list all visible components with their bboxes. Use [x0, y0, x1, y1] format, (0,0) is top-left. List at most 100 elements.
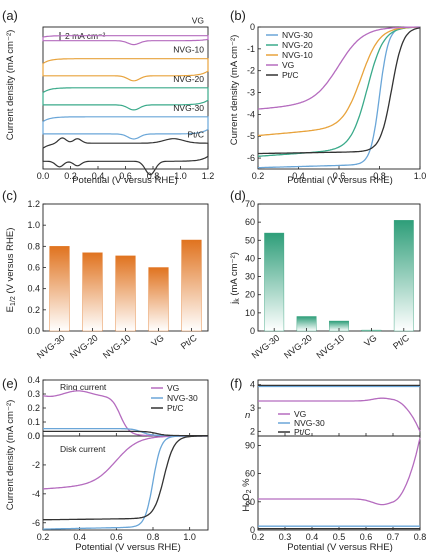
panel-e-xlabel: Potential (V versus RHE): [75, 542, 181, 553]
panel-d-category-label-1: NVG-20: [282, 333, 314, 361]
panel-a-series-label-1: NVG-10: [173, 45, 204, 55]
panel-c: (c) E1/2 (V versus RHE) 0.0 0.2 0.4 0.6 0.8 1…: [2, 188, 209, 361]
panel-c-bar-1: [82, 252, 103, 332]
panel-c-ytick-label-1: 0.2: [27, 305, 40, 315]
panel-b-xtick-label-4: 1.0: [414, 171, 427, 181]
panel-d-ytick-label-7: 70: [245, 199, 255, 209]
panel-a-xtick-label-3: 0.6: [119, 171, 132, 181]
panel-a: (a) Current density (mA cm⁻²) Potential …: [2, 8, 214, 186]
panel-e-ring-ytick-label-0: 0.0: [27, 431, 40, 441]
panel-e-disk-xtick-label-3: 0.8: [147, 532, 160, 542]
panel-e-ring-ytick-label-1: 0.1: [27, 417, 40, 427]
panel-a-xtick-label-2: 0.4: [92, 171, 105, 181]
panel-e-ylabel: Current density (mA cm⁻²): [5, 400, 16, 511]
panel-a-label: (a): [2, 8, 18, 23]
panel-b-ytick-label-3: -3: [247, 88, 255, 98]
panel-c-bar-3: [148, 267, 169, 332]
panel-d-ytick-label-6: 60: [245, 217, 255, 227]
panel-b-xtick-label-1: 0.4: [292, 171, 305, 181]
panel-c-category-label-3: VG: [149, 333, 165, 349]
panel-b-series-3: [257, 26, 420, 110]
panel-e-ring-label: Ring current: [60, 382, 107, 392]
panel-e-disk-xtick-label-2: 0.6: [110, 532, 123, 542]
panel-e-disk-xtick-label-1: 0.4: [73, 532, 86, 542]
panel-b-ytick-label-6: -6: [247, 153, 255, 163]
panel-b-ytick-label-0: 0: [250, 22, 255, 32]
panel-e-disk-series-2: [42, 435, 208, 521]
panel-a-series-3: [42, 116, 209, 140]
panel-e-disk-ytick-label-0: 0: [35, 431, 40, 441]
panel-a-ylabel: Current density (mA cm⁻²): [5, 30, 16, 141]
panel-d-ytick-label-3: 30: [245, 272, 255, 282]
panel-c-ytick-label-0: 0.0: [27, 326, 40, 336]
panel-e-disk-ytick-label-1: -2: [32, 460, 40, 470]
panel-f-h2o2-frame: [257, 435, 421, 531]
panel-b-legend-label-2: NVG-10: [282, 50, 313, 60]
panel-f-legend-label-2: Pt/C: [294, 427, 311, 437]
panel-c-category-label-4: Pt/C: [179, 332, 199, 351]
panel-e-disk-frame: [42, 435, 209, 531]
panel-c-category-label-1: NVG-20: [68, 333, 100, 361]
panel-d-ytick-label-1: 10: [245, 308, 255, 318]
panel-d-ytick-label-2: 20: [245, 290, 255, 300]
panel-e-label: (e): [2, 376, 18, 391]
panel-e-disk-label: Disk current: [60, 444, 106, 454]
panel-b-xtick-label-0: 0.2: [252, 171, 265, 181]
panel-b-legend-label-1: NVG-20: [282, 40, 313, 50]
panel-f-label: (f): [230, 376, 242, 391]
panel-a-xtick-label-4: 0.8: [147, 171, 160, 181]
panel-a-series-4: [42, 137, 209, 176]
panel-e-disk-xtick-label-0: 0.2: [37, 532, 50, 542]
panel-c-ytick-label-6: 1.2: [27, 199, 40, 209]
panel-f-h2o2-ytick-label-2: 60: [245, 469, 255, 479]
panel-c-category-label-2: NVG-10: [101, 333, 133, 361]
panel-d-category-label-0: NVG-30: [250, 333, 282, 361]
panel-f-h2o2-label: H2O2 %: [241, 478, 253, 512]
panel-a-series-label-3: NVG-30: [173, 103, 204, 113]
panel-d-ytick-label-5: 50: [245, 235, 255, 245]
panel-e-ring-series-2: [43, 430, 208, 437]
panel-e-ring-ytick-label-2: 0.2: [27, 403, 40, 413]
panel-b-ylabel: Current density (mA cm⁻²): [229, 35, 240, 146]
panel-a-xtick-label-6: 1.2: [202, 171, 215, 181]
panel-a-series-1: [42, 58, 209, 82]
panel-f-legend-label-0: VG: [294, 409, 306, 419]
panel-b: (b) Current density (mA cm⁻²) Potential …: [229, 8, 426, 186]
panel-c-category-label-0: NVG-30: [35, 333, 67, 361]
panel-e-disk-ytick-label-3: -6: [32, 518, 40, 528]
panel-f-h2o2-xtick-label-0: 0.2: [252, 532, 265, 542]
panel-b-series-0: [258, 26, 420, 169]
panel-e-disk-xtick-label-4: 1.0: [183, 532, 196, 542]
panel-a-series-label-4: Pt/C: [187, 130, 204, 140]
panel-f-h2o2-ytick-label-1: 30: [245, 497, 255, 507]
panel-b-series-2: [257, 26, 420, 137]
panel-a-series-label-0: VG: [192, 16, 204, 26]
panel-b-series-1: [257, 26, 420, 157]
panel-f-n-frame: [257, 379, 421, 437]
panel-c-ytick-label-5: 1.0: [27, 220, 40, 230]
panel-f-legend-label-1: NVG-30: [294, 418, 325, 428]
panel-c-bar-2: [115, 255, 136, 332]
panel-d-category-label-2: NVG-10: [314, 333, 346, 361]
panel-b-legend-label-4: Pt/C: [282, 70, 299, 80]
panel-f-h2o2-xtick-label-4: 0.6: [360, 532, 373, 542]
panel-e-ring-ytick-label-4: 0.4: [27, 375, 40, 385]
panel-d-bar-0: [264, 232, 285, 332]
panel-c-bar-0: [49, 246, 70, 332]
panel-b-xlabel: Potential (V versus RHE): [287, 175, 393, 186]
panel-c-ylabel: E1/2 (V versus RHE): [5, 228, 17, 313]
panel-c-label: (c): [2, 188, 17, 203]
panel-a-series-label-2: NVG-20: [173, 74, 204, 84]
panel-f-n-label: n: [245, 410, 250, 421]
panel-f-h2o2-xtick-label-6: 0.8: [414, 532, 427, 542]
panel-f-h2o2-xtick-label-1: 0.3: [279, 532, 292, 542]
panel-f-h2o2-ytick-label-3: 90: [245, 440, 255, 450]
panel-d-ylabel: jk (mA cm⁻²): [229, 252, 241, 305]
panel-f-xlabel: Potential (V versus RHE): [287, 542, 393, 553]
panel-c-ytick-label-4: 0.8: [27, 241, 40, 251]
panel-e-disk-ytick-label-2: -4: [32, 489, 40, 499]
panel-d-ytick-label-0: 0: [250, 326, 255, 336]
panel-b-ytick-label-2: -2: [247, 66, 255, 76]
